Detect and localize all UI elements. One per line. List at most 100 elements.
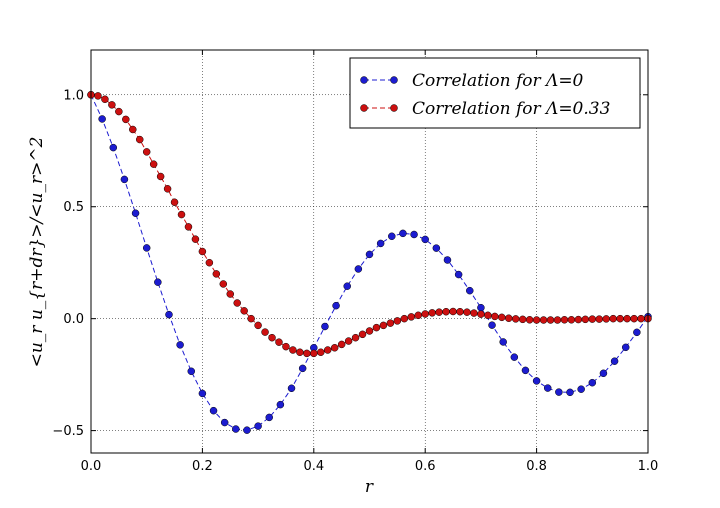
x-tick-label: 0.4 [303, 459, 324, 474]
x-axis-label: r [365, 477, 374, 497]
legend-marker [360, 76, 368, 84]
data-point [275, 338, 283, 346]
data-point [456, 307, 464, 316]
data-point [610, 357, 619, 365]
legend-marker [360, 104, 368, 112]
data-point [435, 308, 443, 316]
data-point [379, 321, 388, 330]
data-point [129, 125, 137, 134]
data-point [296, 348, 304, 356]
data-point [521, 366, 530, 375]
data-point [120, 175, 129, 184]
data-point [449, 307, 457, 316]
data-point [122, 115, 130, 124]
legend-marker [390, 76, 398, 84]
data-point [602, 315, 610, 323]
data-point [163, 185, 172, 193]
legend-marker [390, 104, 398, 112]
data-point [400, 314, 409, 323]
x-tick-label: 0.2 [192, 459, 213, 474]
data-point [165, 310, 173, 319]
data-point [240, 307, 248, 315]
data-point [588, 315, 597, 323]
data-point [298, 364, 307, 373]
legend-box [349, 57, 641, 129]
data-point [567, 316, 576, 324]
data-point [261, 328, 269, 336]
data-point [254, 321, 262, 330]
y-tick-label: 0.0 [63, 312, 84, 327]
data-point [511, 315, 520, 323]
x-tick-label: 0.6 [415, 459, 436, 474]
data-point [337, 340, 346, 349]
data-point [233, 299, 241, 307]
data-point [184, 223, 193, 231]
data-point [454, 270, 463, 279]
data-point [282, 342, 290, 351]
data-point [254, 422, 262, 430]
data-point [463, 308, 471, 316]
data-point [386, 319, 395, 327]
data-point [488, 321, 496, 329]
data-point [543, 384, 552, 392]
data-point [477, 303, 485, 312]
data-point [115, 107, 123, 116]
data-point [581, 315, 590, 324]
data-point [566, 388, 574, 397]
data-point [498, 313, 506, 322]
data-point [428, 309, 436, 317]
data-point [510, 353, 519, 361]
data-point [191, 235, 200, 243]
data-point [599, 369, 608, 378]
data-point [588, 378, 597, 387]
data-point [276, 400, 285, 409]
data-point [539, 316, 548, 324]
data-point [154, 278, 162, 286]
data-point [344, 337, 353, 345]
data-point [442, 307, 450, 316]
data-point [343, 282, 351, 290]
data-point [577, 385, 585, 393]
data-point [354, 265, 363, 273]
x-tick-label: 1.0 [638, 459, 659, 474]
data-point [232, 425, 240, 433]
y-tick-label: 1.0 [63, 88, 84, 103]
data-point [135, 135, 144, 144]
data-point [303, 349, 311, 358]
data-point [466, 286, 474, 295]
data-point [170, 198, 179, 206]
data-point [212, 270, 221, 278]
data-point [365, 327, 374, 335]
data-point [560, 316, 569, 324]
legend-label: Correlation for Λ=0.33 [412, 99, 610, 119]
legend-label: Correlation for Λ=0 [412, 71, 584, 91]
data-point [505, 314, 513, 322]
data-point [142, 244, 151, 252]
data-point [546, 316, 555, 324]
data-point [198, 247, 207, 256]
data-point [131, 209, 140, 217]
data-point [310, 349, 318, 358]
data-point [421, 310, 429, 318]
data-point [243, 426, 251, 434]
data-point [187, 367, 196, 376]
x-tick-label: 0.0 [81, 459, 102, 474]
x-tick-label: 0.8 [526, 459, 547, 474]
data-point [477, 310, 485, 318]
data-point [365, 250, 374, 259]
data-point [330, 344, 339, 352]
data-point [393, 317, 402, 325]
data-point [637, 314, 645, 323]
data-point [101, 95, 109, 104]
data-point [176, 341, 184, 349]
data-point [621, 343, 630, 352]
data-point [388, 232, 396, 241]
data-point [421, 235, 429, 244]
data-point [407, 313, 416, 321]
data-point [518, 315, 527, 324]
data-point [177, 210, 186, 219]
data-point [616, 314, 624, 323]
data-point [317, 348, 325, 356]
